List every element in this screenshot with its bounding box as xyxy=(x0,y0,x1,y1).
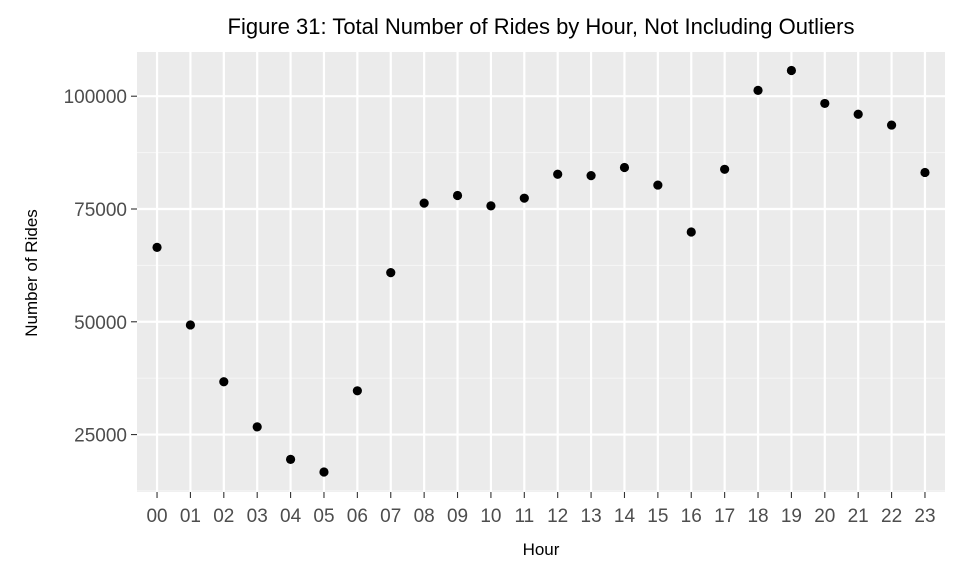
y-tick-label: 100000 xyxy=(64,87,127,108)
x-tick-label: 10 xyxy=(480,506,501,527)
x-tick-label: 06 xyxy=(347,506,368,527)
x-axis-title: Hour xyxy=(523,540,560,559)
data-point xyxy=(886,120,897,130)
y-axis-title: Number of Rides xyxy=(22,209,41,337)
data-point xyxy=(452,190,463,201)
x-tick-label: 00 xyxy=(146,506,167,527)
plot-panel xyxy=(137,52,945,492)
data-point xyxy=(653,180,663,190)
y-tick-label: 75000 xyxy=(74,200,127,221)
data-point xyxy=(285,454,296,464)
data-point xyxy=(486,201,496,211)
x-tick-label: 14 xyxy=(614,506,636,527)
minor-gridlines xyxy=(137,152,945,492)
y-axis: 25000 50000 75000 100000 xyxy=(64,87,137,447)
x-tick-label: 17 xyxy=(714,506,735,527)
data-point xyxy=(920,167,930,178)
x-tick-label: 05 xyxy=(313,506,334,527)
data-point xyxy=(553,169,563,179)
data-point xyxy=(319,467,329,477)
data-point xyxy=(219,377,229,387)
x-tick-label: 22 xyxy=(881,506,902,527)
x-tick-label: 03 xyxy=(247,506,268,527)
major-gridlines xyxy=(137,52,945,492)
data-point xyxy=(386,268,396,278)
x-tick-label: 08 xyxy=(414,506,435,527)
x-tick-label: 15 xyxy=(647,506,668,527)
x-tick-label: 09 xyxy=(447,506,468,527)
data-point xyxy=(519,193,529,203)
data-point xyxy=(586,171,596,181)
x-tick-label: 23 xyxy=(914,506,935,527)
data-point xyxy=(619,162,630,173)
data-point xyxy=(820,98,830,109)
x-tick-label: 11 xyxy=(514,506,534,527)
data-point xyxy=(185,320,196,330)
data-point xyxy=(419,198,429,208)
data-point xyxy=(252,422,262,432)
data-point xyxy=(352,386,362,396)
data-point xyxy=(753,85,763,95)
x-tick-label: 13 xyxy=(581,506,602,527)
data-point xyxy=(686,227,696,237)
x-tick-label: 12 xyxy=(547,506,568,527)
x-tick-label: 18 xyxy=(747,506,768,527)
x-tick-label: 02 xyxy=(213,506,234,527)
x-tick-label: 19 xyxy=(781,506,802,527)
x-tick-label: 20 xyxy=(814,506,835,527)
data-points xyxy=(152,65,930,477)
x-tick-label: 07 xyxy=(380,506,401,527)
chart-title: Figure 31: Total Number of Rides by Hour… xyxy=(228,14,855,39)
x-axis: 00 01 02 03 04 05 06 07 08 09 10 11 12 13 14 15 16 17 18 19… xyxy=(146,492,936,527)
y-tick-label: 25000 xyxy=(74,426,127,447)
data-point xyxy=(853,109,863,119)
data-point xyxy=(152,242,162,252)
x-tick-label: 04 xyxy=(280,506,302,527)
y-tick-label: 50000 xyxy=(74,313,127,334)
x-tick-label: 16 xyxy=(681,506,702,527)
data-point xyxy=(786,65,797,76)
data-point xyxy=(720,164,730,174)
x-tick-label: 21 xyxy=(848,506,869,527)
x-tick-label: 01 xyxy=(180,506,201,527)
